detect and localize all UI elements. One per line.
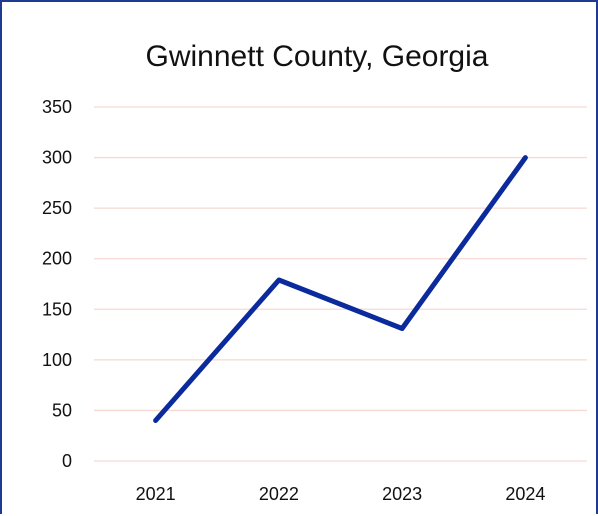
- y-tick-label-350: 350: [42, 97, 72, 117]
- gridlines: [94, 106, 587, 462]
- y-tick-label-200: 200: [42, 249, 72, 269]
- x-tick-label-2021: 2021: [136, 484, 176, 504]
- series-line-0: [153, 155, 528, 423]
- y-tick-label-150: 150: [42, 299, 72, 319]
- x-tick-label-2024: 2024: [505, 484, 545, 504]
- x-axis-tick-labels: 2021 2022 2023 2024: [136, 484, 546, 504]
- series-layer: [153, 155, 528, 423]
- y-tick-label-300: 300: [42, 148, 72, 168]
- chart-title: Gwinnett County, Georgia: [146, 40, 489, 73]
- y-tick-label-50: 50: [52, 400, 72, 420]
- y-tick-label-250: 250: [42, 198, 72, 218]
- x-tick-label-2022: 2022: [259, 484, 299, 504]
- y-tick-label-0: 0: [62, 451, 72, 471]
- y-tick-label-100: 100: [42, 350, 72, 370]
- y-axis-tick-labels: 0 50 100 150 200 250 300 350: [42, 97, 72, 471]
- x-tick-label-2023: 2023: [382, 484, 422, 504]
